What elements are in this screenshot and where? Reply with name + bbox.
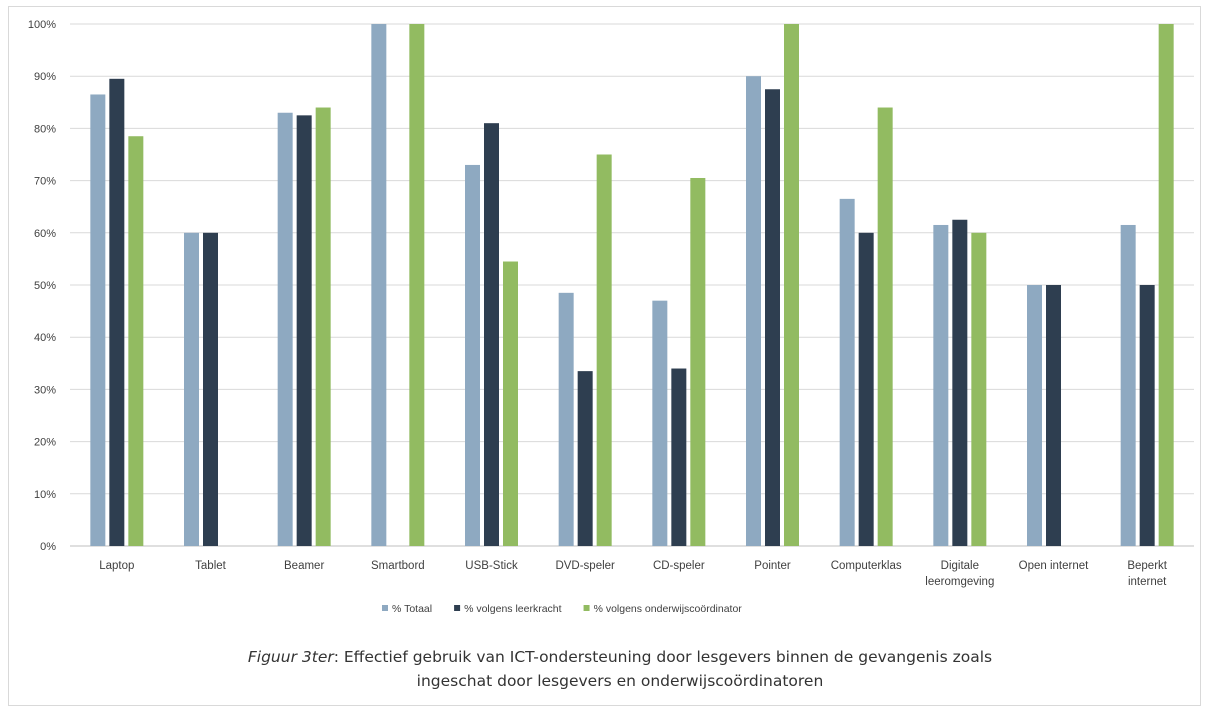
bar xyxy=(371,24,387,546)
bar xyxy=(203,232,218,547)
bar xyxy=(933,224,949,546)
bar xyxy=(277,112,293,547)
bar xyxy=(596,154,612,546)
bar xyxy=(1158,24,1174,546)
y-tick-label: 80% xyxy=(34,123,56,135)
bar xyxy=(784,24,799,546)
x-tick-label: Digitale xyxy=(941,560,979,572)
y-tick-label: 20% xyxy=(34,437,56,449)
bar xyxy=(1027,285,1042,546)
x-tick-label: Beamer xyxy=(284,560,324,572)
caption-line-2: ingeschat door lesgevers en onderwijscoö… xyxy=(416,672,824,690)
legend-label: % Totaal xyxy=(392,603,432,615)
caption-line-1: : Effectief gebruik van ICT-ondersteunin… xyxy=(333,648,993,666)
bar xyxy=(690,177,706,547)
bar xyxy=(839,198,855,546)
bar xyxy=(484,123,499,547)
bar xyxy=(465,164,480,546)
bar xyxy=(765,89,780,546)
x-tick-label: CD-speler xyxy=(653,560,705,572)
bar xyxy=(296,115,312,546)
bar xyxy=(503,261,518,546)
y-tick-label: 40% xyxy=(34,332,56,344)
y-tick-label: 30% xyxy=(34,384,56,396)
x-tick-label: Tablet xyxy=(195,560,226,572)
bar xyxy=(558,292,574,546)
x-tick-label: Laptop xyxy=(99,560,134,572)
legend-swatch xyxy=(454,605,461,611)
x-tick-label: internet xyxy=(1128,576,1167,588)
legend: % Totaal % volgens leerkracht % volgens on… xyxy=(382,603,742,615)
y-tick-label: 100% xyxy=(28,19,56,31)
bar xyxy=(746,76,761,546)
y-tick-label: 10% xyxy=(34,489,56,501)
legend-label: % volgens leerkracht xyxy=(464,603,562,615)
legend-label: % volgens onderwijscoördinator xyxy=(594,603,743,615)
bar xyxy=(90,94,106,546)
x-tick-label: Smartbord xyxy=(371,560,425,572)
bar xyxy=(652,300,668,546)
y-tick-label: 90% xyxy=(34,71,56,83)
bar xyxy=(577,371,593,546)
bar xyxy=(952,219,968,546)
x-tick-label: Beperkt xyxy=(1127,560,1167,572)
bar xyxy=(971,232,987,547)
x-tick-label: leeromgeving xyxy=(925,576,994,588)
bar xyxy=(184,232,199,547)
x-tick-label: Open internet xyxy=(1019,560,1089,572)
bar xyxy=(671,368,687,546)
bar-chart: 0% 10% 20% 30% 40% 50% 60% 70% 80% 90% 100% Laptop… xyxy=(28,19,1194,615)
bar xyxy=(128,136,144,547)
x-tick-label: USB-Stick xyxy=(465,560,518,572)
bar xyxy=(1139,285,1155,546)
x-tick-label: DVD-speler xyxy=(555,560,615,572)
bar xyxy=(1046,285,1061,546)
bar xyxy=(877,107,893,547)
gridlines xyxy=(70,23,1194,547)
legend-swatch xyxy=(382,605,388,611)
x-tick-label: Computerklas xyxy=(831,560,902,572)
x-axis: Laptop Tablet Beamer Smartbord USB-Stick DVD-… xyxy=(99,560,1168,588)
bar xyxy=(1120,224,1136,546)
bar xyxy=(409,24,425,546)
bar xyxy=(315,107,331,547)
bar xyxy=(858,232,874,547)
y-tick-label: 50% xyxy=(34,280,56,292)
caption-figure-label: Figuur 3ter xyxy=(247,648,334,666)
figure-caption: Figuur 3ter: Effectief gebruik van ICT-o… xyxy=(120,645,1120,693)
y-axis: 0% 10% 20% 30% 40% 50% 60% 70% 80% 90% 100% xyxy=(28,19,56,553)
bar xyxy=(109,78,125,546)
x-tick-label: Pointer xyxy=(754,560,791,572)
y-tick-label: 70% xyxy=(34,176,56,188)
y-tick-label: 0% xyxy=(40,541,56,553)
legend-swatch xyxy=(583,605,590,611)
y-tick-label: 60% xyxy=(34,228,56,240)
bars xyxy=(90,24,1174,547)
chart-frame xyxy=(8,6,1201,706)
